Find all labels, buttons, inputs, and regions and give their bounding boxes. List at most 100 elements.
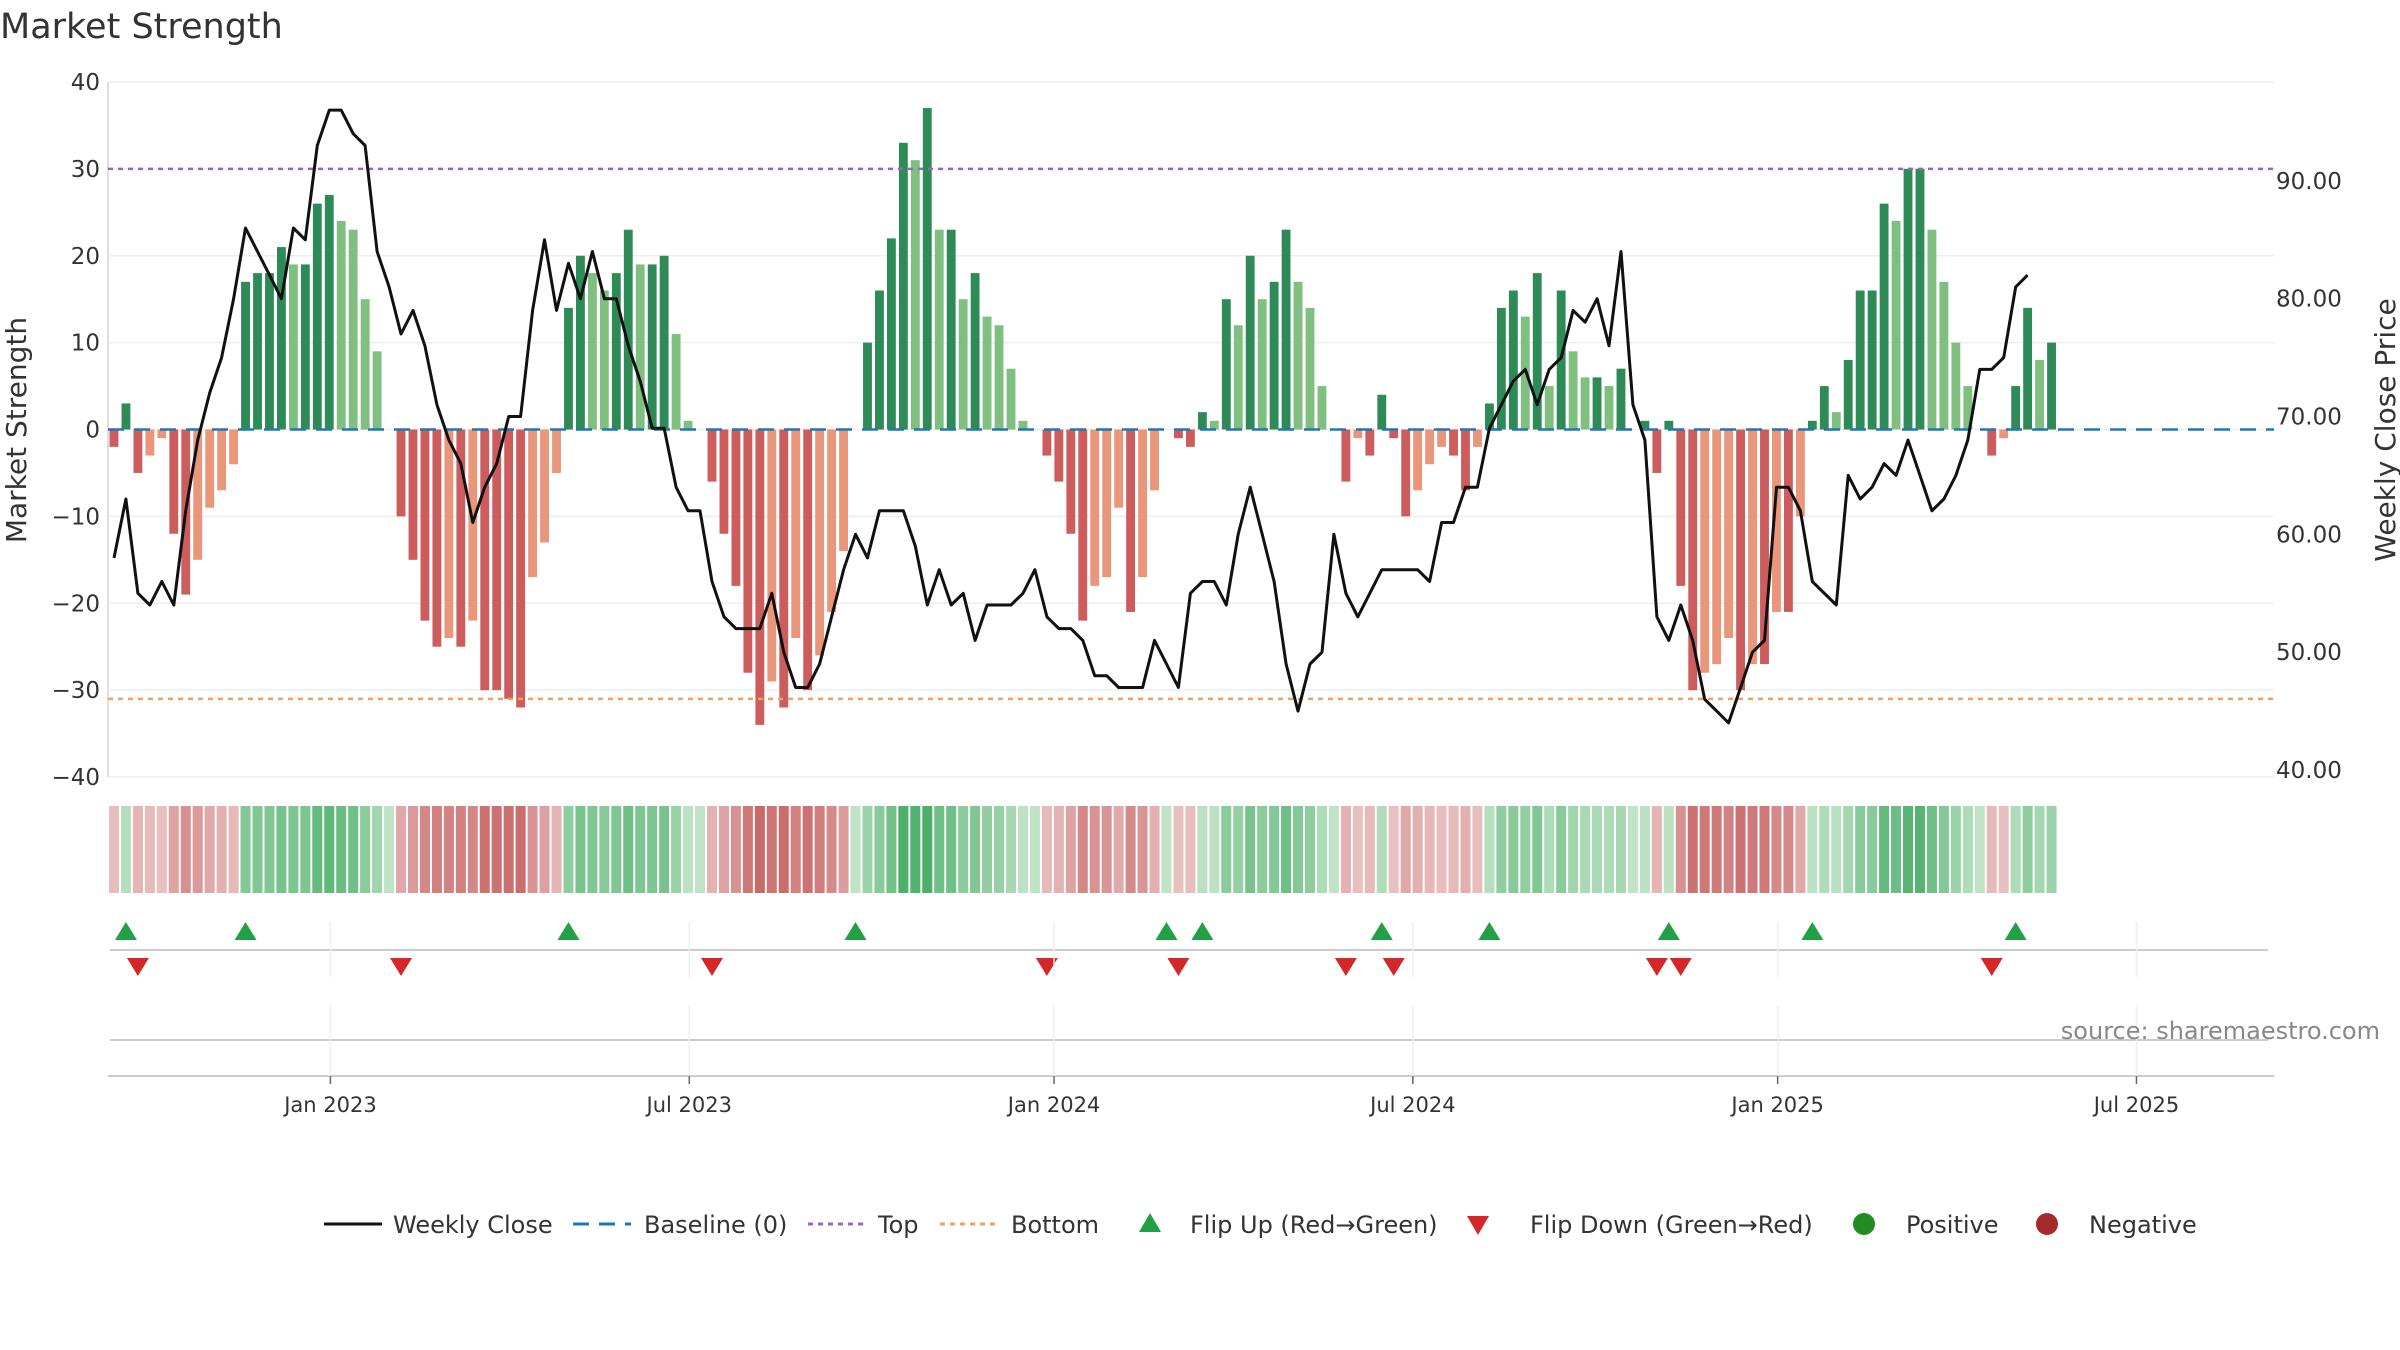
- strength-bar: [576, 255, 585, 430]
- x-tick-label: Jan 2025: [1729, 1093, 1824, 1117]
- heat-cell: [216, 806, 227, 893]
- heat-cell: [910, 806, 921, 893]
- strength-bar: [755, 429, 765, 725]
- strength-bar: [348, 229, 358, 430]
- heat-cell: [587, 806, 598, 893]
- heat-cell: [539, 806, 550, 893]
- x-tick-label: Jan 2024: [1006, 1093, 1101, 1117]
- strength-bar: [253, 273, 262, 430]
- flip-markers: [114, 922, 2027, 976]
- heat-cell: [886, 806, 897, 893]
- heat-cell: [742, 806, 753, 893]
- heat-cell: [1316, 806, 1327, 893]
- legend-flip-up-label: Flip Up (Red→Green): [1190, 1211, 1438, 1239]
- heat-cell: [168, 806, 179, 893]
- heat-cell: [635, 806, 646, 893]
- flip-down-marker: [1669, 958, 1692, 976]
- left-y-tick-label: 0: [85, 418, 100, 444]
- strength-bar: [815, 429, 825, 656]
- legend-flip-down-marker: [1467, 1216, 1489, 1235]
- lower-panel: [108, 1039, 2274, 1077]
- heat-cell: [1759, 806, 1770, 893]
- heat-cell: [1508, 806, 1519, 893]
- heat-cell: [1125, 806, 1136, 893]
- heat-cell: [862, 806, 873, 893]
- strength-bar: [958, 299, 968, 430]
- heat-cell: [1544, 806, 1555, 893]
- heat-cell: [1891, 806, 1902, 893]
- strength-bar: [2047, 342, 2056, 430]
- strength-bar: [492, 429, 502, 691]
- right-y-axis-label: Weekly Close Price: [2369, 298, 2400, 561]
- strength-bar: [1831, 412, 1841, 430]
- heat-cell: [730, 806, 741, 893]
- right-y-tick-label: 40.00: [2276, 758, 2342, 784]
- right-y-ticks: 90.00 80.00 70.00 60.00 50.00 40.00: [2276, 169, 2342, 784]
- strength-bar: [719, 429, 729, 534]
- heat-cell: [1723, 806, 1734, 893]
- heat-cell: [1926, 806, 1937, 893]
- heat-cell: [1089, 806, 1100, 893]
- strength-bar: [1688, 429, 1698, 691]
- heat-cell: [946, 806, 957, 893]
- heat-cell: [1029, 806, 1040, 893]
- heat-cell: [1017, 806, 1028, 893]
- strength-bar: [1736, 429, 1745, 691]
- heat-cell: [515, 806, 526, 893]
- strength-bar: [1999, 429, 2009, 439]
- heat-cell: [970, 806, 981, 893]
- strength-bar: [456, 429, 466, 647]
- strength-bar: [528, 429, 538, 578]
- heat-cell: [659, 806, 670, 893]
- heat-cell: [2010, 806, 2021, 893]
- heat-cell: [1352, 806, 1363, 893]
- flip-down-marker: [1645, 958, 1668, 976]
- flip-up-marker: [114, 922, 137, 940]
- strength-bar: [1652, 429, 1662, 473]
- heat-cell: [802, 806, 813, 893]
- heat-cell: [1173, 806, 1184, 893]
- heat-cell: [826, 806, 837, 893]
- strength-bar: [1640, 420, 1650, 430]
- heat-cell: [1269, 806, 1280, 893]
- strength-bar: [1807, 420, 1817, 430]
- heat-cell: [467, 806, 478, 893]
- heat-cell: [994, 806, 1005, 893]
- strength-bar: [2023, 307, 2033, 430]
- heat-cell: [1735, 806, 1746, 893]
- heat-cell: [1101, 806, 1112, 893]
- heat-cell: [348, 806, 359, 893]
- heat-cell: [551, 806, 562, 893]
- heat-cell: [766, 806, 777, 893]
- heat-cell: [838, 806, 849, 893]
- strength-bar: [480, 429, 490, 691]
- strength-bar: [1353, 429, 1363, 439]
- legend-negative-label: Negative: [2089, 1211, 2197, 1239]
- strength-bar: [1484, 403, 1494, 430]
- strength-bar: [241, 281, 250, 430]
- heat-cell: [575, 806, 586, 893]
- strength-bar: [1126, 429, 1136, 612]
- strength-bar: [875, 290, 884, 430]
- legend-top-label: Top: [877, 1211, 919, 1239]
- flip-down-marker: [1980, 958, 2003, 976]
- heat-cell: [1376, 806, 1387, 893]
- heat-cell: [1520, 806, 1531, 893]
- heat-cell: [1293, 806, 1304, 893]
- heat-cell: [1460, 806, 1471, 893]
- chart-title: Market Strength: [0, 7, 283, 47]
- flip-down-marker: [1167, 958, 1190, 976]
- strength-bar: [1377, 394, 1387, 430]
- heat-cell: [1484, 806, 1495, 893]
- heat-cell: [1783, 806, 1794, 893]
- heat-cell: [1556, 806, 1567, 893]
- heat-cell: [1388, 806, 1399, 893]
- heat-cell: [1699, 806, 1710, 893]
- heat-cell: [1209, 806, 1220, 893]
- heat-cell: [1902, 806, 1914, 893]
- left-y-tick-label: 30: [71, 157, 100, 183]
- heat-cell: [2022, 806, 2033, 893]
- strength-bar: [468, 429, 478, 621]
- left-y-tick-label: 10: [71, 331, 100, 357]
